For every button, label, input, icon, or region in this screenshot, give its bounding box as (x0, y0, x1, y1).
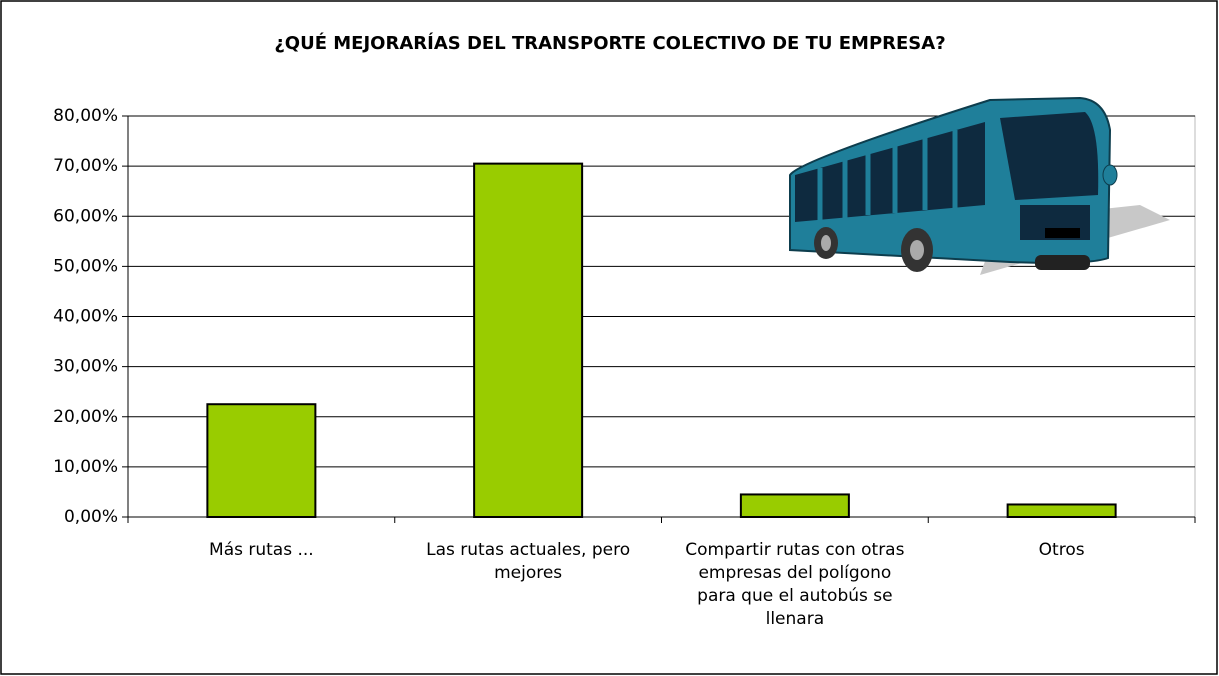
bus-illustration (789, 96, 1170, 275)
x-tick-label: Otros (1038, 540, 1085, 560)
y-tick-label: 50,00% (53, 256, 118, 276)
y-tick-label: 40,00% (53, 307, 118, 327)
chart-title: ¿QUÉ MEJORARÍAS DEL TRANSPORTE COLECTIVO… (274, 32, 945, 54)
y-tick-label: 30,00% (53, 357, 118, 377)
y-tick-label: 20,00% (53, 407, 118, 427)
bar (739, 493, 850, 519)
x-tick-label: Compartir rutas con otras empresas del p… (685, 540, 905, 629)
bar (1006, 503, 1117, 518)
bar (473, 162, 584, 518)
bar (206, 403, 317, 518)
y-tick-label: 10,00% (53, 457, 118, 477)
y-tick-label: 60,00% (53, 206, 118, 226)
x-tick-label: Las rutas actuales, pero mejores (426, 540, 631, 583)
y-tick-label: 80,00% (53, 106, 118, 126)
x-tick-label: Más rutas ... (209, 540, 314, 560)
y-tick-label: 70,00% (53, 156, 118, 176)
y-tick-label: 0,00% (64, 507, 118, 527)
